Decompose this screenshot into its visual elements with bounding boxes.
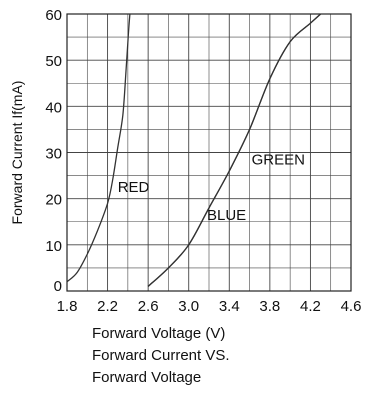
y-tick-label: 30 [45, 146, 62, 163]
series-label-red: RED [118, 179, 150, 196]
x-tick-label: 2.2 [97, 298, 118, 315]
plot-border [66, 13, 352, 292]
y-tick-label: 20 [45, 192, 62, 209]
series-lines [66, 13, 322, 287]
grid-lines [66, 13, 352, 292]
x-tick-label: 3.8 [259, 298, 280, 315]
chart-caption-line-1: Forward Current VS. [92, 347, 230, 364]
series-line-green [147, 13, 322, 287]
chart-caption-line-2: Forward Voltage [92, 369, 202, 386]
x-tick-labels: 1.8 2.2 2.6 3.0 3.4 3.8 4.2 4.6 [57, 298, 362, 315]
x-tick-label: 4.6 [341, 298, 362, 315]
series-line-blue [147, 13, 322, 287]
series-label-blue: BLUE [207, 207, 246, 224]
y-axis-label: Forward Current If(mA) [9, 81, 25, 225]
y-tick-label: 10 [45, 238, 62, 255]
y-tick-label: 60 [45, 7, 62, 24]
plot-area [66, 13, 352, 292]
y-tick-label: 0 [54, 278, 62, 295]
x-tick-label: 3.0 [178, 298, 199, 315]
y-tick-labels: 0 10 20 30 40 50 60 [45, 7, 62, 295]
series-label-green: GREEN [252, 151, 305, 168]
x-tick-label: 4.2 [300, 298, 321, 315]
y-tick-label: 40 [45, 99, 62, 116]
x-tick-label: 2.6 [138, 298, 159, 315]
series-line-red [66, 13, 131, 283]
y-tick-label: 50 [45, 53, 62, 70]
x-tick-label: 1.8 [57, 298, 78, 315]
x-tick-label: 3.4 [219, 298, 240, 315]
x-axis-label: Forward Voltage (V) [92, 325, 226, 342]
series-annotations: RED GREEN BLUE [118, 151, 305, 223]
